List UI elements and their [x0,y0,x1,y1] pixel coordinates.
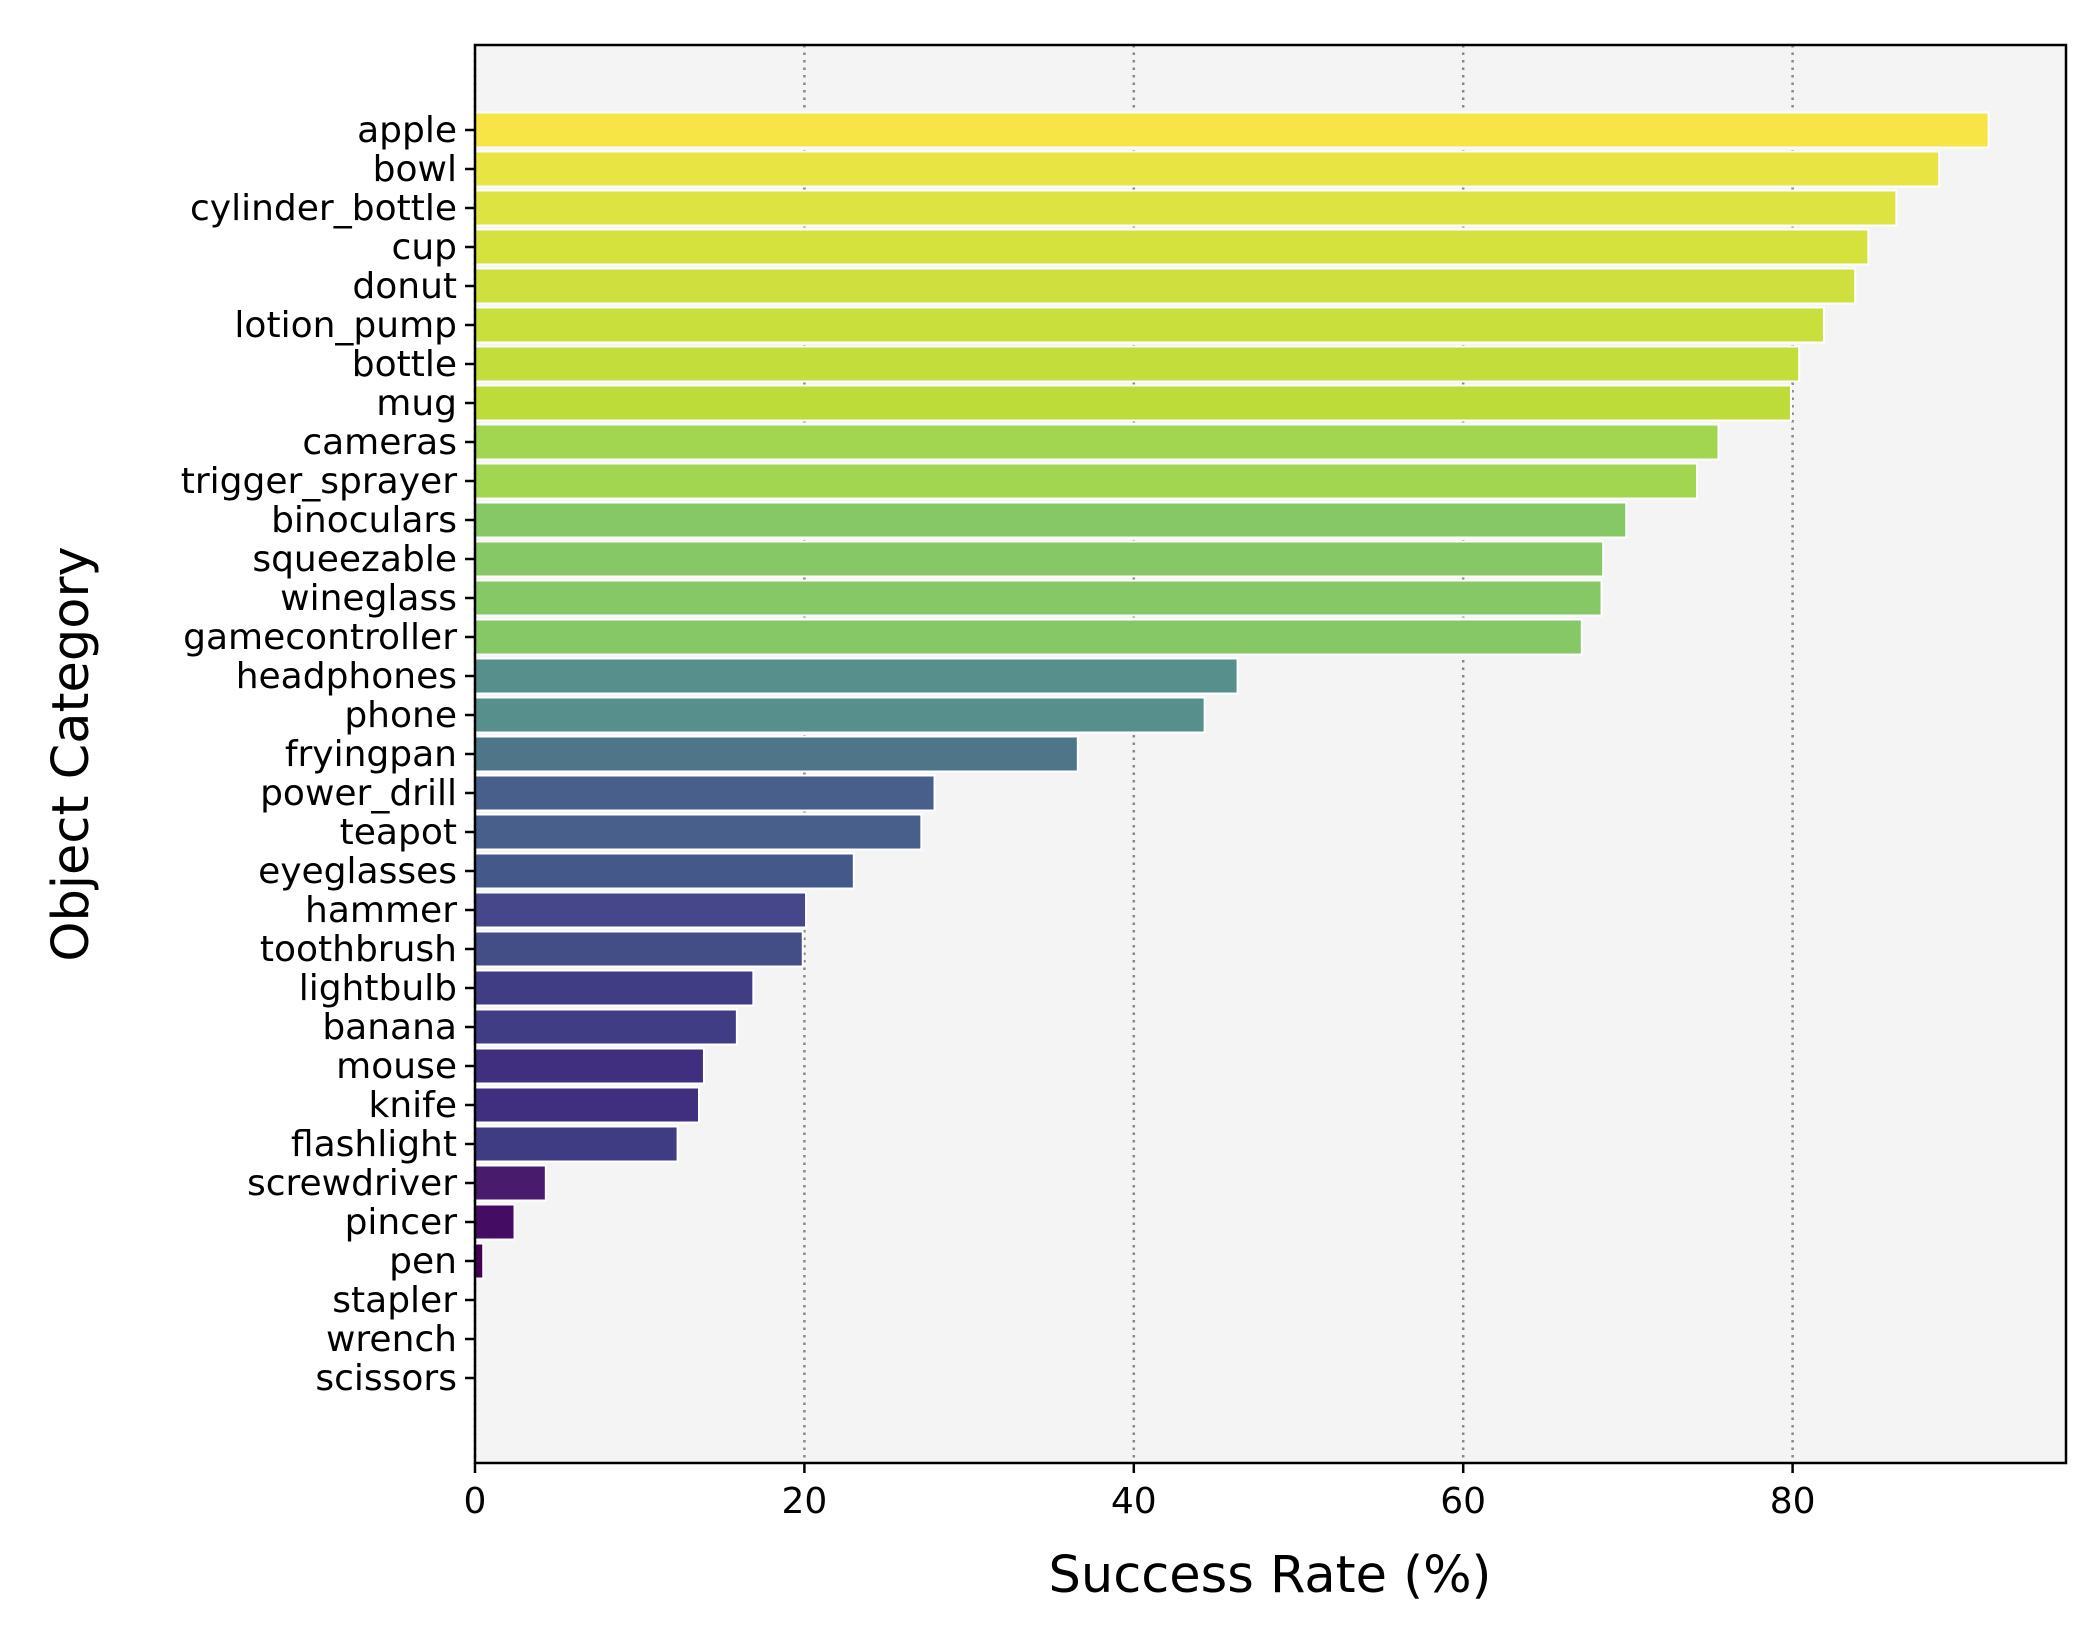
y-tick-label: binoculars [271,500,457,541]
bar [474,774,936,812]
x-tick-label: 60 [1440,1481,1486,1522]
y-tick-label: mouse [336,1046,457,1087]
y-tick-label: power_drill [260,773,457,814]
y-tick-label: mug [376,383,457,424]
bar [474,930,804,968]
y-tick-label: eyeglasses [258,851,457,892]
y-tick-label: cylinder_bottle [190,188,457,229]
y-tick-label: wrench [326,1319,457,1360]
y-tick-label: apple [357,110,457,151]
bar [474,1086,700,1124]
bars-group [474,111,1990,1280]
bar [474,735,1079,773]
bar [474,189,1898,227]
y-tick-label: screwdriver [247,1163,457,1204]
y-tick-label: lotion_pump [234,305,457,346]
y-tick-label: banana [322,1007,457,1048]
bar [474,696,1206,734]
y-tick-label: toothbrush [260,929,457,970]
y-tick-label: bowl [373,149,457,190]
bar [474,1008,738,1046]
y-tick-label: gamecontroller [183,617,457,658]
bar [474,150,1941,188]
y-tick-label: lightbulb [299,968,457,1009]
bar [474,345,1801,383]
y-tick-label: wineglass [280,578,457,619]
y-tick-label: squeezable [252,539,457,580]
bar [474,969,755,1007]
bar [474,657,1239,695]
bar [474,228,1870,266]
y-tick-label: bottle [352,344,457,385]
y-axis-title: Object Category [42,546,101,961]
bar [474,111,1990,149]
bar [474,852,855,890]
y-tick-label: scissors [315,1358,457,1399]
bar [474,540,1605,578]
bar [474,462,1699,500]
bar [474,306,1825,344]
y-tick-label: donut [352,266,457,307]
y-axis-ticks: applebowlcylinder_bottlecupdonutlotion_p… [181,110,475,1399]
y-tick-label: pincer [345,1202,458,1243]
x-axis-ticks: 0 20 40 60 80 [464,1463,1816,1522]
x-tick-label: 0 [464,1481,487,1522]
y-tick-label: phone [344,695,457,736]
bar [474,384,1792,422]
y-tick-label: cup [392,227,457,268]
y-tick-label: trigger_sprayer [181,461,457,502]
bar [474,267,1857,305]
bar [474,501,1628,539]
bar [474,618,1583,656]
x-tick-label: 20 [781,1481,827,1522]
bar [474,1125,679,1163]
y-tick-label: cameras [302,422,457,463]
bar [474,579,1603,617]
x-axis-title: Success Rate (%) [1049,1546,1492,1605]
y-tick-label: stapler [332,1280,457,1321]
bar [474,1203,516,1241]
x-tick-label: 80 [1770,1481,1816,1522]
y-tick-label: teapot [340,812,457,853]
bar [474,1047,705,1085]
y-tick-label: flashlight [291,1124,457,1165]
y-tick-label: knife [369,1085,458,1126]
y-tick-label: fryingpan [285,734,457,775]
bar [474,1164,547,1202]
x-tick-label: 40 [1111,1481,1157,1522]
bar [474,813,923,851]
y-tick-label: headphones [236,656,457,697]
bar [474,423,1720,461]
bar [474,891,808,929]
y-tick-label: pen [389,1241,457,1282]
y-tick-label: hammer [305,890,457,931]
